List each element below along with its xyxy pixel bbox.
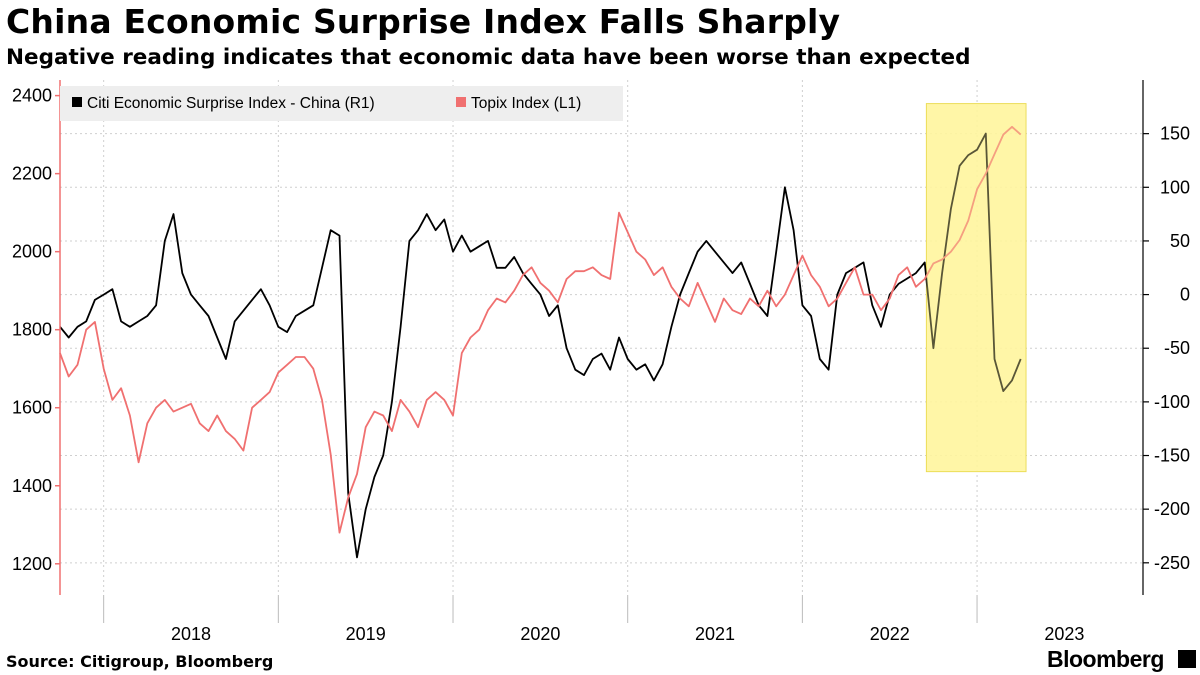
x-axis-tick-label: 2019 (346, 624, 386, 644)
legend-swatch-citi (72, 97, 82, 107)
series-lines (59, 103, 1026, 559)
x-axis-tick-label: 2021 (695, 624, 735, 644)
left-axis-tick-label: 1200 (12, 554, 52, 574)
right-axis-tick-label: -50 (1164, 338, 1190, 358)
left-axis-tick-label: 1800 (12, 320, 52, 340)
legend: Citi Economic Surprise Index - China (R1… (60, 86, 623, 121)
x-axis-tick-label: 2023 (1044, 624, 1084, 644)
right-axis-tick-label: 50 (1170, 231, 1190, 251)
right-axis-tick-label: -150 (1154, 446, 1190, 466)
axes: 1200 1400 1600 1800 2000 2200 2400 -250 -200 -150… (12, 80, 1190, 644)
left-axis-tick-label: 2400 (12, 86, 52, 106)
left-axis-tick-label: 1400 (12, 476, 52, 496)
right-axis-tick-label: 0 (1180, 285, 1190, 305)
topix-line (59, 125, 1022, 534)
left-axis-tick-label: 2000 (12, 242, 52, 262)
right-axis-tick-label: -250 (1154, 553, 1190, 573)
legend-swatch-topix (456, 97, 466, 107)
right-axis-tick-label: 150 (1160, 124, 1190, 144)
right-axis-tick-label: -100 (1154, 392, 1190, 412)
legend-background (60, 86, 623, 121)
highlight-region (925, 103, 1027, 473)
chart-title: China Economic Surprise Index Falls Shar… (6, 2, 841, 41)
bloomberg-logo: Bloomberg (1047, 646, 1164, 672)
x-axis-tick-label: 2018 (171, 624, 211, 644)
left-axis-tick-label: 2200 (12, 164, 52, 184)
bloomberg-badge-icon (1178, 650, 1196, 668)
legend-label-citi: Citi Economic Surprise Index - China (R1… (87, 95, 375, 112)
legend-label-topix: Topix Index (L1) (471, 95, 581, 112)
source-note: Source: Citigroup, Bloomberg (6, 652, 274, 671)
right-axis-tick-label: -200 (1154, 499, 1190, 519)
citi-surprise-line (59, 132, 1022, 559)
chart-subtitle: Negative reading indicates that economic… (6, 45, 971, 70)
right-axis-tick-label: 100 (1160, 177, 1190, 197)
left-axis-tick-label: 1600 (12, 398, 52, 418)
highlight-tint (926, 103, 1026, 472)
x-axis-tick-label: 2022 (870, 624, 910, 644)
x-axis-tick-label: 2020 (520, 624, 560, 644)
